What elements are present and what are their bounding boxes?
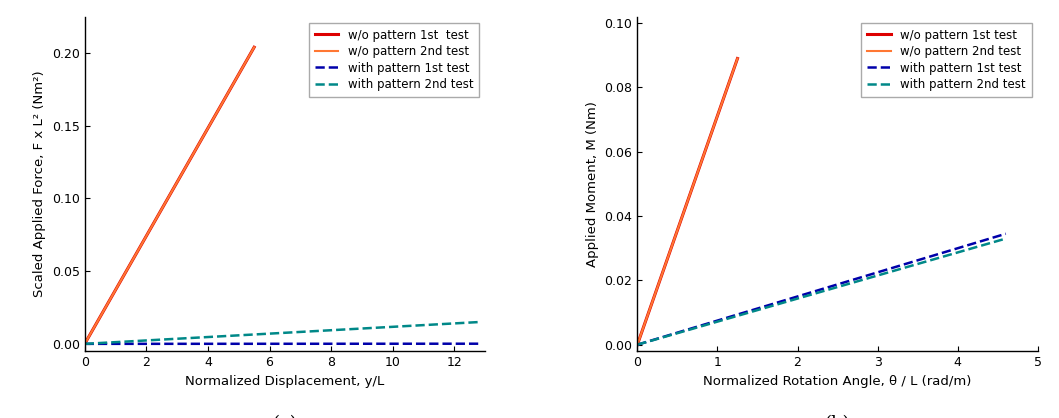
Text: (b): (b) xyxy=(825,415,850,418)
Legend: w/o pattern 1st test, w/o pattern 2nd test, with pattern 1st test, with pattern : w/o pattern 1st test, w/o pattern 2nd te… xyxy=(861,23,1031,97)
Text: (a): (a) xyxy=(272,415,298,418)
Legend: w/o pattern 1st  test, w/o pattern 2nd test, with pattern 1st test, with pattern: w/o pattern 1st test, w/o pattern 2nd te… xyxy=(309,23,480,97)
X-axis label: Normalized Displacement, y/L: Normalized Displacement, y/L xyxy=(185,375,384,387)
Y-axis label: Applied Moment, M (Nm): Applied Moment, M (Nm) xyxy=(586,101,599,267)
Y-axis label: Scaled Applied Force, F x L² (Nm²): Scaled Applied Force, F x L² (Nm²) xyxy=(33,71,47,297)
X-axis label: Normalized Rotation Angle, θ / L (rad/m): Normalized Rotation Angle, θ / L (rad/m) xyxy=(703,375,972,387)
